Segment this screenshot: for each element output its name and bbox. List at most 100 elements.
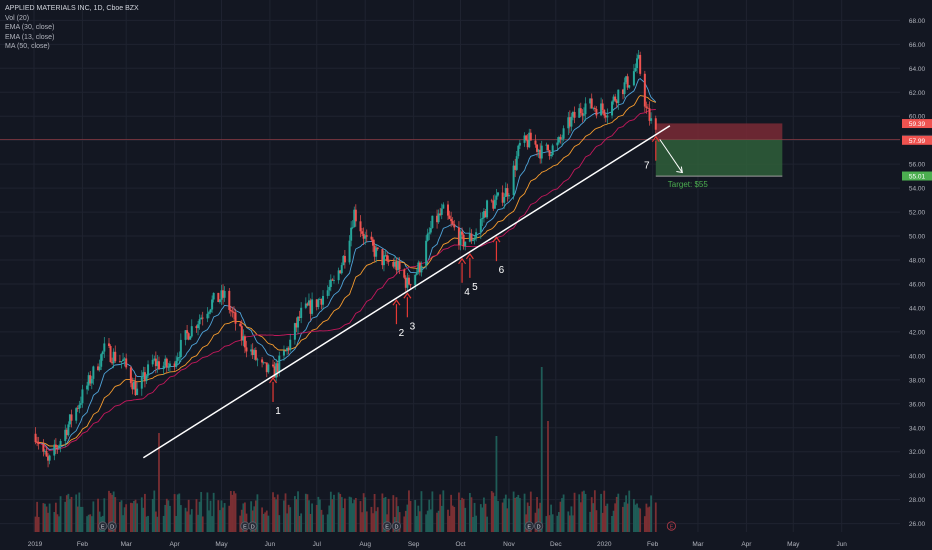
volume-bar <box>348 496 351 532</box>
volume-bar <box>187 499 190 532</box>
candle-body <box>392 262 395 267</box>
candle <box>178 351 181 364</box>
volume-bar <box>318 499 321 532</box>
candle <box>504 182 507 198</box>
candle-body <box>429 227 432 233</box>
volume-bar <box>645 503 648 532</box>
volume-bar <box>470 497 473 532</box>
candle-body <box>534 140 537 145</box>
candle <box>217 292 220 303</box>
candle-body <box>297 316 300 328</box>
volume-bar <box>308 500 310 532</box>
candle-body <box>428 232 431 234</box>
candle <box>501 185 504 207</box>
candle <box>395 257 398 275</box>
candle-body <box>92 366 95 379</box>
candle-body <box>515 156 518 170</box>
volume-bar <box>639 508 642 532</box>
candle-body <box>528 132 531 148</box>
candle <box>459 229 462 251</box>
candle <box>514 158 517 178</box>
candle-body <box>43 450 46 452</box>
candle-body <box>395 261 398 271</box>
candle <box>190 319 193 338</box>
candle-body <box>123 358 126 360</box>
volume-bar <box>293 496 296 532</box>
candle-body <box>101 351 104 355</box>
candle-body <box>414 274 417 286</box>
volume-bar <box>79 506 82 532</box>
volume-bar <box>567 511 570 532</box>
candle <box>92 365 95 385</box>
short-position-tool[interactable] <box>0 123 900 177</box>
event-marker-circle <box>666 521 677 531</box>
candle <box>581 109 584 123</box>
volume-bar <box>570 506 573 532</box>
legend-ma-50[interactable]: MA (50, close) <box>5 43 50 51</box>
candle <box>176 352 179 364</box>
candle-body <box>372 239 375 246</box>
volume-bar <box>370 506 373 532</box>
volume-bar <box>120 500 123 532</box>
candle-body <box>517 145 520 157</box>
volume-bar <box>42 503 45 532</box>
candle <box>517 144 520 159</box>
candle <box>79 396 82 409</box>
volume-bar <box>98 511 101 532</box>
candle <box>523 132 526 147</box>
candle <box>153 355 156 362</box>
candle <box>195 324 198 333</box>
volume-bar <box>595 510 598 532</box>
legend-ema-13[interactable]: EMA (13, close) <box>5 33 55 41</box>
legend-title[interactable]: APPLIED MATERIALS INC, 1D, Cboe BZX <box>5 5 139 12</box>
candle-body <box>120 361 123 362</box>
candle <box>340 262 343 275</box>
candle-body <box>201 317 204 319</box>
candle <box>209 308 212 315</box>
candle-body <box>448 215 451 219</box>
candle <box>568 110 571 134</box>
candle <box>625 75 628 85</box>
legend-ema-30[interactable]: EMA (30, close) <box>5 24 55 32</box>
volume-bar <box>309 513 312 532</box>
volume-bar <box>47 512 49 532</box>
volume-bar <box>375 511 378 532</box>
candle <box>525 134 528 142</box>
candle-body <box>306 303 309 306</box>
candle <box>318 297 321 300</box>
candle <box>112 348 115 369</box>
candle <box>282 345 285 361</box>
candle-body <box>404 277 407 288</box>
candle <box>36 436 39 447</box>
candle-body <box>654 118 657 130</box>
candle <box>606 108 609 124</box>
candle-body <box>431 215 434 228</box>
volume-bar <box>558 512 560 532</box>
candle <box>173 361 176 371</box>
legend-volume[interactable]: Vol (20) <box>5 14 30 22</box>
candle-body <box>65 429 68 436</box>
volume-bar <box>581 491 584 532</box>
volume-bar <box>287 504 290 532</box>
volume-bar <box>528 505 531 532</box>
candle <box>125 353 128 370</box>
candle <box>207 310 210 319</box>
volume-bar <box>523 493 526 532</box>
candle-body <box>537 149 540 152</box>
candle-body <box>381 249 384 266</box>
volume-bar <box>573 492 576 532</box>
event-marker-text: D <box>537 524 541 530</box>
volume-bar <box>222 507 224 532</box>
volume-bar <box>517 494 520 532</box>
candle-body <box>151 359 154 365</box>
event-marker-earnings: E <box>382 521 392 531</box>
candle-body <box>273 366 276 378</box>
candle-body <box>162 365 165 370</box>
price-label-red: 57.99 <box>902 135 932 145</box>
candle-body <box>231 311 234 313</box>
volume-bar <box>78 492 81 532</box>
candle <box>264 362 267 364</box>
candle <box>311 292 314 316</box>
